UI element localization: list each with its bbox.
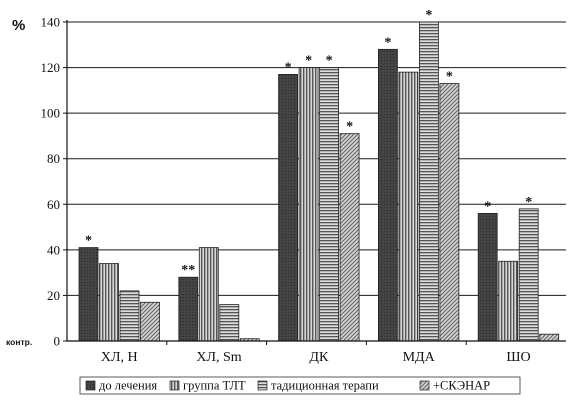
axes-layer [63, 20, 566, 345]
bar-horizontal-0 [119, 290, 140, 342]
x-category-label: ШО [506, 350, 530, 365]
bar-dark-2 [278, 74, 299, 342]
bar-vertical-0 [99, 263, 119, 342]
significance-marker: ** [181, 263, 195, 278]
legend-label: до лечения [99, 379, 157, 393]
bar-horizontal-4 [518, 208, 539, 342]
y-tick-label: 40 [47, 242, 60, 257]
y-tick-label: 120 [41, 60, 61, 75]
y-tick-label: 80 [47, 151, 60, 166]
significance-marker: * [425, 8, 432, 23]
significance-marker: * [446, 70, 453, 85]
y-tick-label: 100 [41, 106, 61, 121]
significance-marker: * [326, 54, 333, 69]
bar-vertical-2 [298, 67, 319, 342]
legend-swatch-horizontal [257, 380, 268, 391]
legend-label: тадиционная терапи [271, 379, 379, 393]
bar-vertical-4 [498, 260, 519, 342]
bar-diagonal-2 [339, 133, 360, 342]
significance-marker: * [525, 195, 532, 210]
bar-horizontal-1 [219, 304, 240, 342]
x-category-label: ДК [309, 350, 329, 365]
bar-diagonal-3 [439, 83, 460, 342]
bar-diagonal-0 [140, 301, 160, 342]
legend-box [79, 376, 521, 395]
y-axis-unit-label: % [12, 17, 25, 34]
y-tick-label: 140 [41, 15, 61, 30]
bar-diagonal-4 [539, 333, 560, 342]
significance-marker: * [384, 35, 391, 50]
significance-marker: * [85, 234, 92, 249]
bar-horizontal-3 [418, 21, 439, 342]
bar-dark-1 [178, 276, 199, 342]
bar-vertical-1 [198, 247, 219, 342]
bars-layer [78, 21, 560, 342]
significance-marker: * [285, 60, 292, 75]
significance-marker: * [484, 199, 491, 214]
legend-label: группа ТЛТ [183, 379, 246, 393]
y-tick-label: 20 [47, 288, 60, 303]
legend-label: +СКЭНАР [433, 379, 490, 393]
significance-marker: * [305, 54, 312, 69]
legend-swatch-vertical [169, 380, 180, 391]
y-tick-label: 0 [54, 334, 61, 349]
legend-swatch-dark [85, 380, 96, 391]
bar-dark-0 [78, 247, 99, 342]
baseline-label: контр. [6, 337, 32, 347]
x-category-label: ХЛ, Sm [196, 350, 241, 365]
bar-dark-3 [377, 48, 398, 342]
x-category-label: ХЛ, Н [101, 350, 138, 365]
x-category-label: МДА [403, 350, 436, 365]
bar-vertical-3 [398, 71, 419, 342]
significance-marker: * [346, 120, 353, 135]
legend-swatch-diagonal [419, 380, 430, 391]
bar-horizontal-2 [319, 67, 340, 342]
bar-dark-4 [477, 212, 498, 342]
y-tick-label: 60 [47, 197, 60, 212]
legend: до лечения группа ТЛТ тадиционная терапи +С… [79, 376, 521, 395]
